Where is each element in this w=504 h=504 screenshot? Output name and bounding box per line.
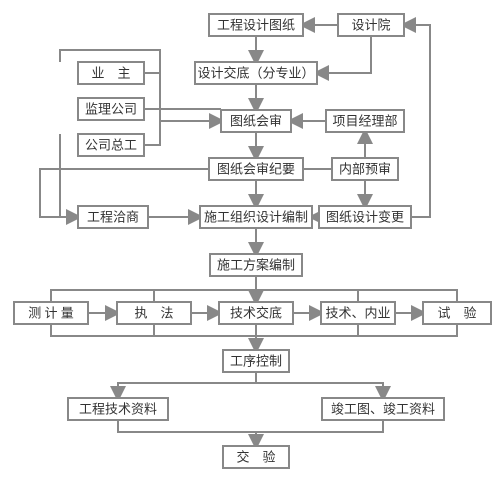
node-label: 业 主 bbox=[91, 66, 130, 81]
node-label: 施工组织设计编制 bbox=[204, 210, 308, 225]
node-label: 工程洽商 bbox=[87, 210, 139, 225]
node-label: 技术交底 bbox=[230, 306, 282, 321]
node-label: 竣工图、竣工资料 bbox=[331, 402, 435, 417]
node-n15: 测 计 量 bbox=[14, 302, 88, 324]
node-n2: 设计院 bbox=[338, 14, 404, 36]
node-n7: 图纸会审 bbox=[221, 110, 291, 132]
edge bbox=[51, 324, 457, 336]
node-label: 图纸会审纪要 bbox=[217, 162, 295, 177]
node-label: 内部预审 bbox=[339, 162, 391, 177]
node-n21: 工程技术资料 bbox=[68, 398, 168, 420]
node-n4: 业 主 bbox=[78, 62, 144, 84]
node-n5: 监理公司 bbox=[78, 98, 144, 120]
flowchart: 工程设计图纸 设计院设计交底（分专业） 业 主监理公司公司总工 图纸会审 项目经理部图纸… bbox=[0, 0, 504, 504]
node-label: 设计交底（分专业） bbox=[197, 66, 314, 81]
node-label: 工序控制 bbox=[230, 354, 282, 369]
edge bbox=[404, 25, 430, 217]
edge bbox=[256, 383, 383, 398]
node-n6: 公司总工 bbox=[78, 134, 144, 156]
node-label: 设计院 bbox=[351, 18, 390, 33]
node-n20: 工序控制 bbox=[223, 350, 289, 372]
node-n14: 施工方案编制 bbox=[210, 254, 302, 276]
node-label: 执 法 bbox=[134, 306, 173, 321]
edge bbox=[51, 290, 457, 302]
node-n16: 执 法 bbox=[117, 302, 191, 324]
node-label: 交 验 bbox=[236, 450, 275, 465]
node-label: 图纸设计变更 bbox=[326, 210, 404, 225]
node-n9: 图纸会审纪要 bbox=[209, 158, 303, 180]
node-label: 公司总工 bbox=[85, 138, 137, 153]
edge bbox=[118, 420, 383, 432]
node-label: 测 计 量 bbox=[28, 306, 74, 321]
node-label: 工程设计图纸 bbox=[217, 18, 295, 33]
node-label: 技术、内业 bbox=[325, 306, 390, 321]
node-n10: 内部预审 bbox=[332, 158, 398, 180]
node-n17: 技术交底 bbox=[219, 302, 293, 324]
node-n11: 工程洽商 bbox=[78, 206, 148, 228]
node-label: 图纸会审 bbox=[230, 114, 282, 129]
node-n1: 工程设计图纸 bbox=[209, 14, 303, 36]
node-n19: 试 验 bbox=[423, 302, 491, 324]
edge bbox=[144, 121, 160, 145]
node-n23: 交 验 bbox=[223, 446, 289, 468]
node-n18: 技术、内业 bbox=[321, 302, 395, 324]
edge bbox=[317, 36, 371, 73]
node-label: 项目经理部 bbox=[332, 114, 397, 129]
edge bbox=[118, 372, 256, 398]
node-label: 监理公司 bbox=[85, 102, 137, 117]
node-n3: 设计交底（分专业） bbox=[195, 62, 317, 84]
node-label: 试 验 bbox=[437, 306, 476, 321]
node-n12: 施工组织设计编制 bbox=[200, 206, 312, 228]
node-n22: 竣工图、竣工资料 bbox=[322, 398, 444, 420]
node-label: 施工方案编制 bbox=[217, 258, 295, 273]
node-n13: 图纸设计变更 bbox=[319, 206, 411, 228]
node-n8: 项目经理部 bbox=[326, 110, 404, 132]
node-label: 工程技术资料 bbox=[79, 402, 157, 417]
